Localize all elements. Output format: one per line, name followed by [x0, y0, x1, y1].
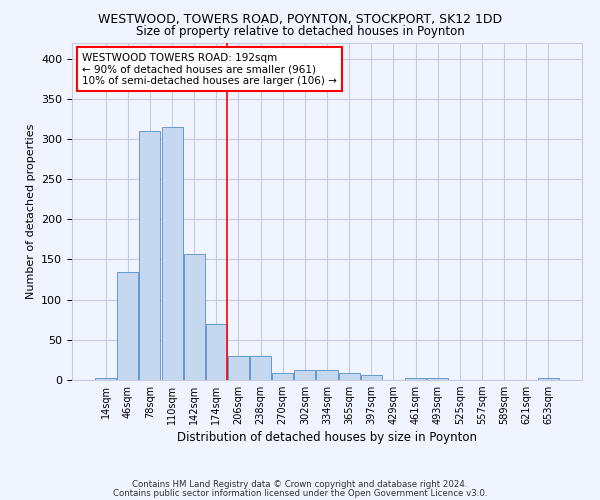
Bar — [228, 356, 249, 380]
Bar — [206, 324, 227, 380]
Bar — [139, 131, 160, 380]
Bar — [361, 375, 382, 380]
Bar — [538, 378, 559, 380]
Text: Size of property relative to detached houses in Poynton: Size of property relative to detached ho… — [136, 25, 464, 38]
Bar — [184, 254, 205, 380]
Bar — [427, 378, 448, 380]
Bar — [295, 370, 316, 380]
Text: Contains public sector information licensed under the Open Government Licence v3: Contains public sector information licen… — [113, 488, 487, 498]
Text: Contains HM Land Registry data © Crown copyright and database right 2024.: Contains HM Land Registry data © Crown c… — [132, 480, 468, 489]
Bar — [338, 373, 359, 380]
Bar — [272, 373, 293, 380]
Text: WESTWOOD TOWERS ROAD: 192sqm
← 90% of detached houses are smaller (961)
10% of s: WESTWOOD TOWERS ROAD: 192sqm ← 90% of de… — [82, 52, 337, 86]
Y-axis label: Number of detached properties: Number of detached properties — [26, 124, 35, 299]
Bar — [161, 127, 182, 380]
Bar — [250, 356, 271, 380]
Bar — [95, 378, 116, 380]
X-axis label: Distribution of detached houses by size in Poynton: Distribution of detached houses by size … — [177, 432, 477, 444]
Text: WESTWOOD, TOWERS ROAD, POYNTON, STOCKPORT, SK12 1DD: WESTWOOD, TOWERS ROAD, POYNTON, STOCKPOR… — [98, 12, 502, 26]
Bar — [118, 272, 139, 380]
Bar — [316, 370, 338, 380]
Bar — [405, 378, 426, 380]
